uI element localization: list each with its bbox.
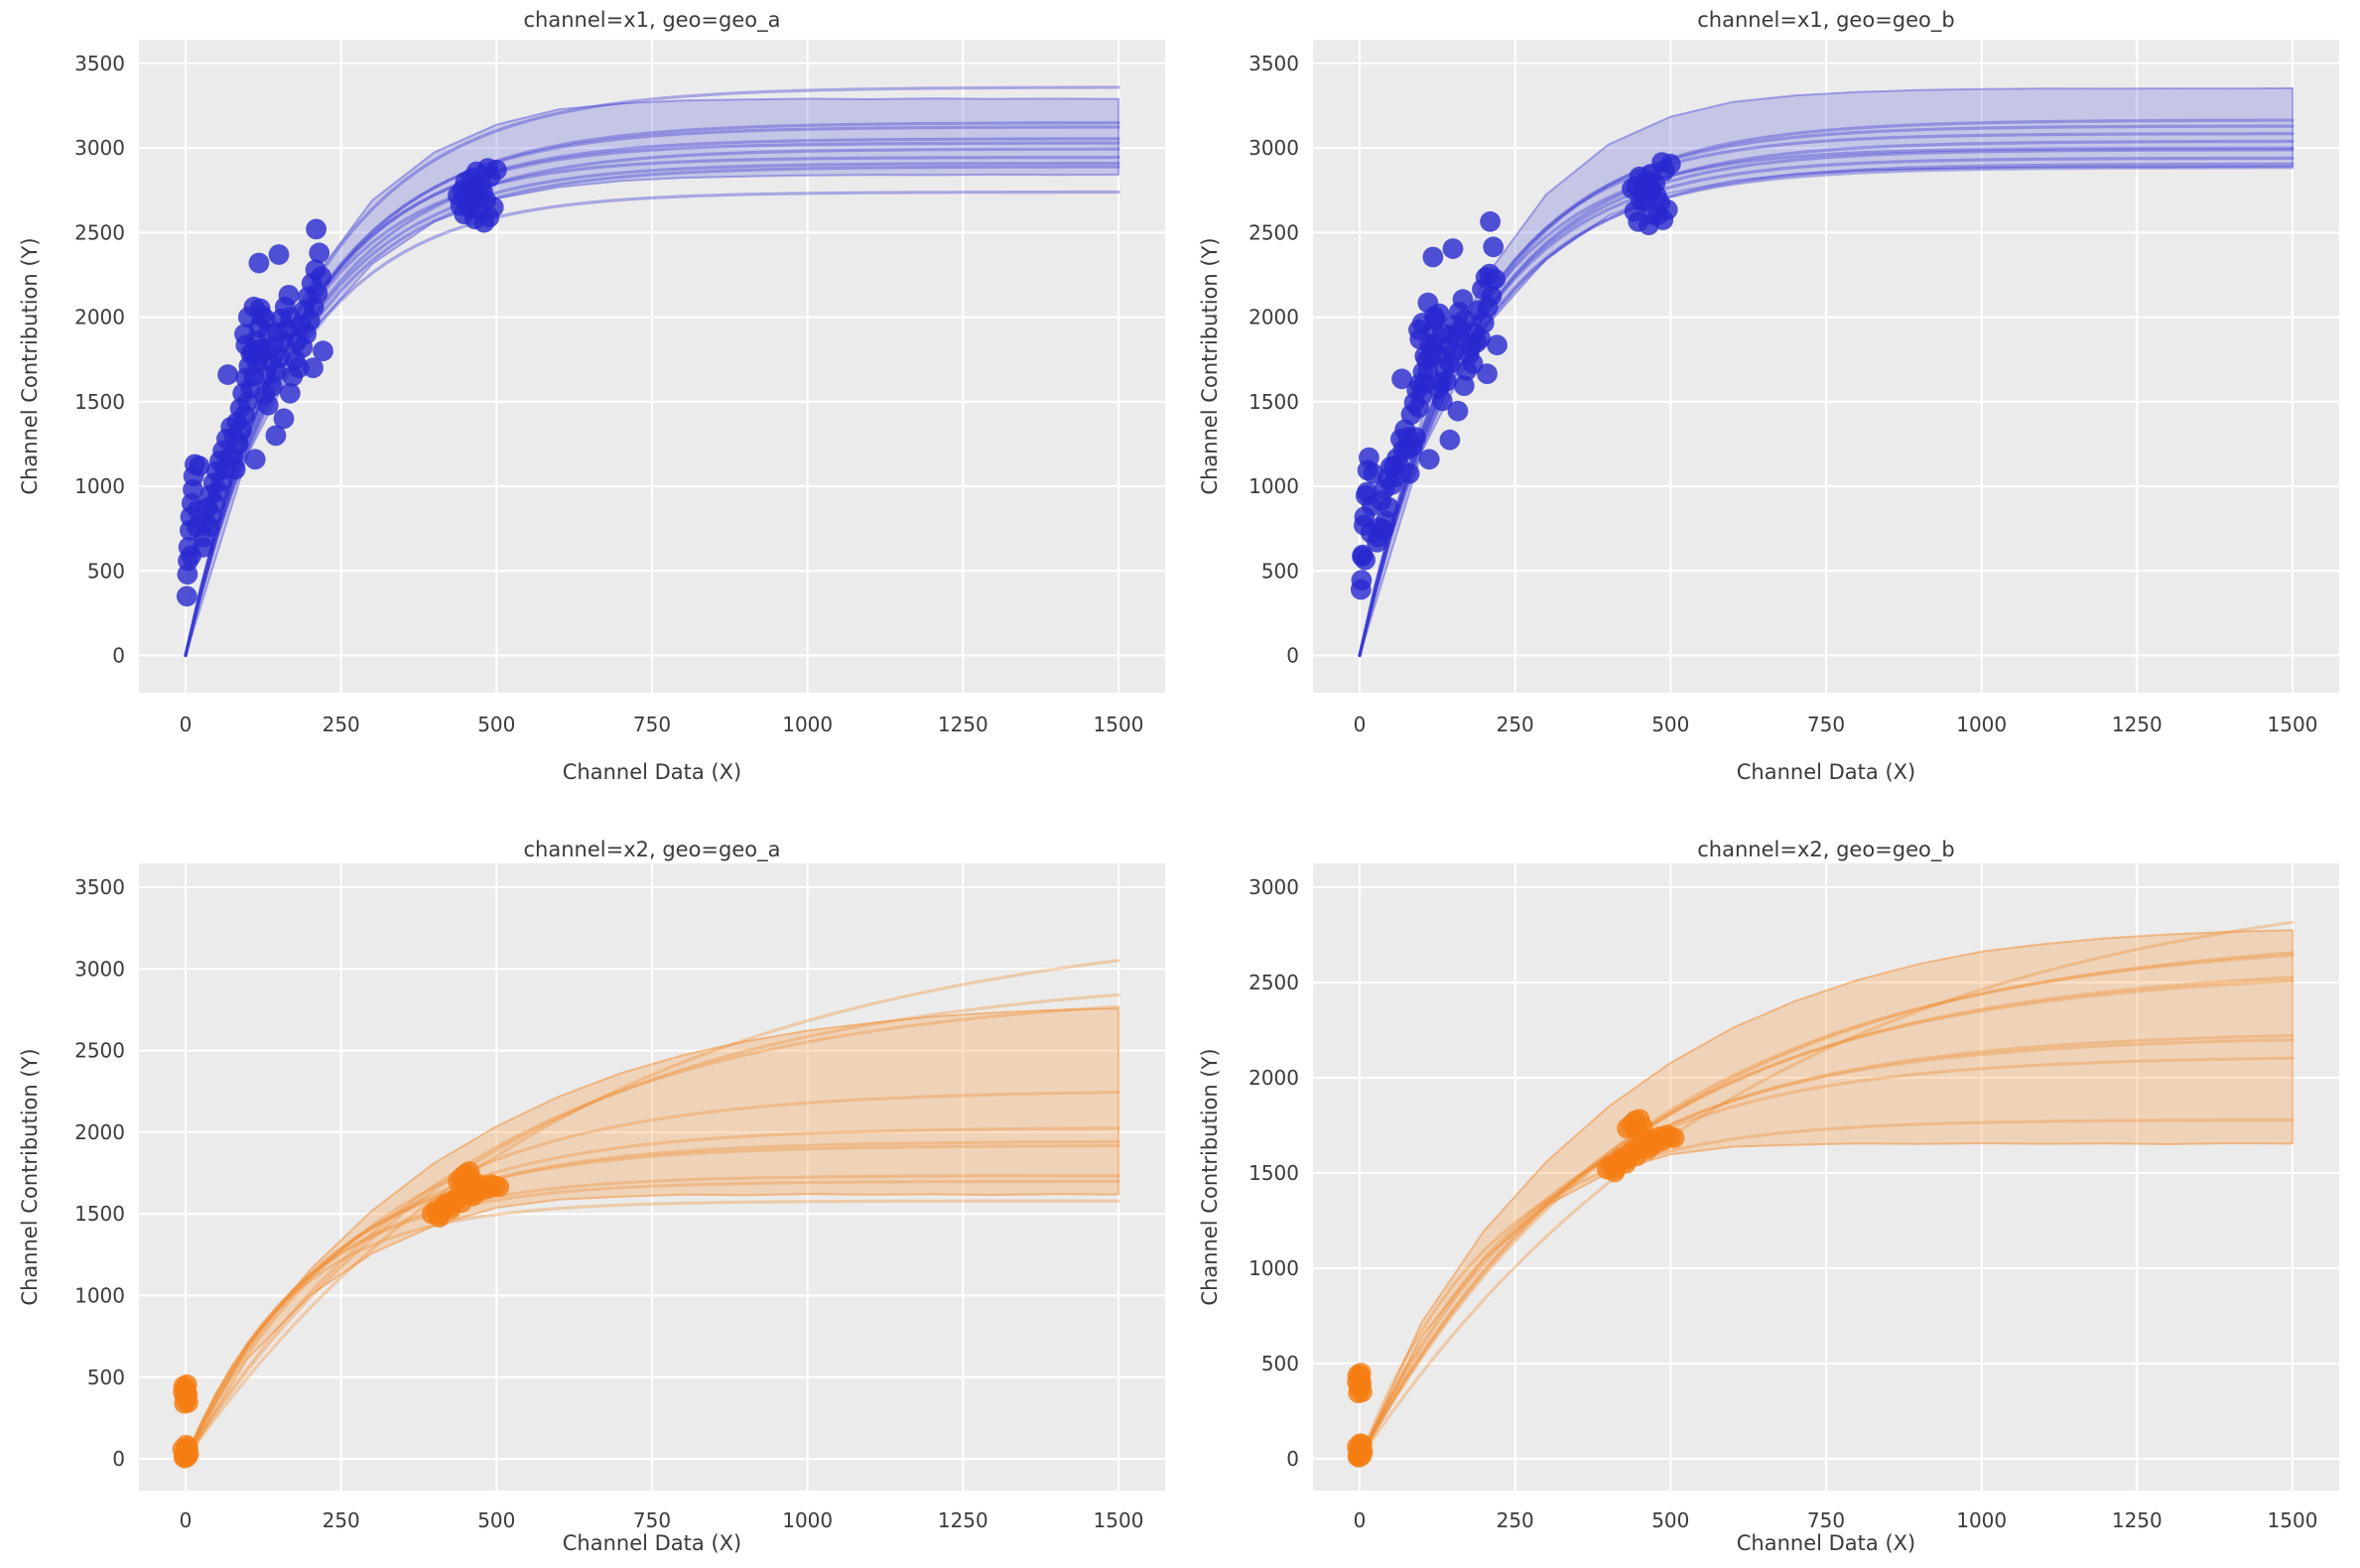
y-axis-label: Channel Contribution (Y) xyxy=(18,237,42,495)
uncertainty-band xyxy=(1359,929,2294,1460)
svg-text:250: 250 xyxy=(323,1508,360,1532)
chart-canvas-x1-geo-a: 0 250 500 750 1000 1250 1500 0 500 1000 1500 2000 25… xyxy=(74,40,1165,736)
svg-text:1000: 1000 xyxy=(782,1508,833,1532)
scatter-points xyxy=(1350,152,1681,600)
svg-text:1250: 1250 xyxy=(938,1508,988,1532)
svg-text:0: 0 xyxy=(1354,713,1367,736)
svg-text:750: 750 xyxy=(1807,713,1845,736)
svg-text:1000: 1000 xyxy=(1956,1508,2007,1532)
svg-text:1000: 1000 xyxy=(1248,474,1299,498)
uncertainty-band xyxy=(185,97,1119,657)
svg-text:3000: 3000 xyxy=(74,136,125,160)
svg-text:0: 0 xyxy=(112,1447,125,1471)
tick-labels: 0 250 500 750 1000 1250 1500 0 500 1000 1500 2000 25… xyxy=(74,875,1143,1532)
svg-text:0: 0 xyxy=(1286,644,1299,668)
svg-text:3000: 3000 xyxy=(74,957,125,980)
svg-text:1500: 1500 xyxy=(1094,1508,1144,1532)
svg-text:1500: 1500 xyxy=(2268,713,2318,736)
chart-title: channel=x2, geo=geo_a xyxy=(523,838,781,861)
saturation-curves xyxy=(1358,920,2294,1461)
svg-text:500: 500 xyxy=(87,559,125,583)
saturation-curves xyxy=(1358,118,2294,658)
svg-text:500: 500 xyxy=(1261,559,1299,583)
scatter-points xyxy=(176,158,507,607)
svg-text:500: 500 xyxy=(477,1508,515,1532)
svg-text:0: 0 xyxy=(112,644,125,668)
saturation-curves xyxy=(184,959,1120,1461)
svg-text:250: 250 xyxy=(1497,1508,1534,1532)
x-axis-label: Channel Data (X) xyxy=(562,1531,742,1555)
tick-labels: 0 250 500 750 1000 1250 1500 0 500 1000 1500 2000 25… xyxy=(1248,875,2317,1532)
svg-text:2000: 2000 xyxy=(1248,306,1299,329)
chart-title: channel=x2, geo=geo_b xyxy=(1697,838,1955,861)
uncertainty-band xyxy=(185,1007,1119,1461)
svg-text:2000: 2000 xyxy=(74,306,125,329)
y-axis-label: Channel Contribution (Y) xyxy=(18,1048,42,1306)
svg-text:0: 0 xyxy=(180,713,193,736)
svg-text:1500: 1500 xyxy=(1248,390,1299,414)
chart-panel-x1-geo-b: 0 250 500 750 1000 1250 1500 0 500 1000 1500 2000 25… xyxy=(1180,0,2360,784)
svg-text:0: 0 xyxy=(1286,1447,1299,1471)
gridlines xyxy=(1313,863,2339,1491)
x-axis-label: Channel Data (X) xyxy=(562,760,742,784)
svg-text:3000: 3000 xyxy=(1248,136,1299,160)
svg-text:2500: 2500 xyxy=(1248,220,1299,244)
svg-text:250: 250 xyxy=(323,713,360,736)
svg-text:1500: 1500 xyxy=(2268,1508,2318,1532)
svg-text:1250: 1250 xyxy=(2112,713,2163,736)
svg-text:1500: 1500 xyxy=(1094,713,1144,736)
svg-text:1250: 1250 xyxy=(2112,1508,2163,1532)
tick-labels: 0 250 500 750 1000 1250 1500 0 500 1000 1500 2000 25… xyxy=(74,52,1143,736)
svg-text:2000: 2000 xyxy=(74,1120,125,1144)
scatter-points xyxy=(172,1161,510,1469)
svg-text:500: 500 xyxy=(477,713,515,736)
svg-text:2500: 2500 xyxy=(74,1039,125,1063)
chart-panel-x1-geo-a: 0 250 500 750 1000 1250 1500 0 500 1000 1500 2000 25… xyxy=(0,0,1180,784)
x-axis-label: Channel Data (X) xyxy=(1736,760,1916,784)
svg-text:1000: 1000 xyxy=(74,474,125,498)
x-axis-label: Channel Data (X) xyxy=(1736,1531,1916,1555)
uncertainty-band xyxy=(1359,86,2294,657)
svg-text:500: 500 xyxy=(1651,1508,1689,1532)
svg-text:250: 250 xyxy=(1497,713,1534,736)
svg-text:2000: 2000 xyxy=(1248,1066,1299,1090)
y-axis-label: Channel Contribution (Y) xyxy=(1198,1048,1222,1306)
svg-text:2500: 2500 xyxy=(74,220,125,244)
svg-text:500: 500 xyxy=(1651,713,1689,736)
chart-panel-x2-geo-a: 0 250 500 750 1000 1250 1500 0 500 1000 1500 2000 25… xyxy=(0,784,1180,1568)
svg-text:1500: 1500 xyxy=(1248,1161,1299,1185)
saturation-curves xyxy=(184,85,1120,658)
gridlines xyxy=(139,40,1165,693)
svg-text:1250: 1250 xyxy=(938,713,988,736)
svg-text:0: 0 xyxy=(1354,1508,1367,1532)
svg-text:750: 750 xyxy=(633,713,671,736)
chart-title: channel=x1, geo=geo_a xyxy=(523,8,781,32)
svg-text:3500: 3500 xyxy=(74,875,125,899)
svg-text:1000: 1000 xyxy=(74,1284,125,1308)
svg-text:0: 0 xyxy=(180,1508,193,1532)
chart-canvas-x2-geo-a: 0 250 500 750 1000 1250 1500 0 500 1000 1500 2000 25… xyxy=(74,863,1165,1532)
svg-text:1500: 1500 xyxy=(74,390,125,414)
chart-canvas-x2-geo-b: 0 250 500 750 1000 1250 1500 0 500 1000 1500 2000 25… xyxy=(1248,863,2339,1532)
tick-labels: 0 250 500 750 1000 1250 1500 0 500 1000 1500 2000 25… xyxy=(1248,52,2317,736)
svg-text:3500: 3500 xyxy=(1248,52,1299,75)
svg-text:1000: 1000 xyxy=(1956,713,2007,736)
svg-text:1000: 1000 xyxy=(1248,1256,1299,1280)
svg-text:3000: 3000 xyxy=(1248,875,1299,899)
svg-text:500: 500 xyxy=(1261,1352,1299,1375)
svg-text:2500: 2500 xyxy=(1248,971,1299,994)
svg-text:500: 500 xyxy=(87,1366,125,1389)
chart-canvas-x1-geo-b: 0 250 500 750 1000 1250 1500 0 500 1000 1500 2000 25… xyxy=(1248,40,2339,736)
svg-text:3500: 3500 xyxy=(74,52,125,75)
svg-text:750: 750 xyxy=(1807,1508,1845,1532)
svg-text:750: 750 xyxy=(633,1508,671,1532)
chart-panel-x2-geo-b: 0 250 500 750 1000 1250 1500 0 500 1000 1500 2000 25… xyxy=(1180,784,2360,1568)
scatter-points xyxy=(1347,1109,1685,1468)
svg-text:1500: 1500 xyxy=(74,1202,125,1226)
chart-title: channel=x1, geo=geo_b xyxy=(1697,8,1955,32)
svg-text:1000: 1000 xyxy=(782,713,833,736)
y-axis-label: Channel Contribution (Y) xyxy=(1198,237,1222,495)
